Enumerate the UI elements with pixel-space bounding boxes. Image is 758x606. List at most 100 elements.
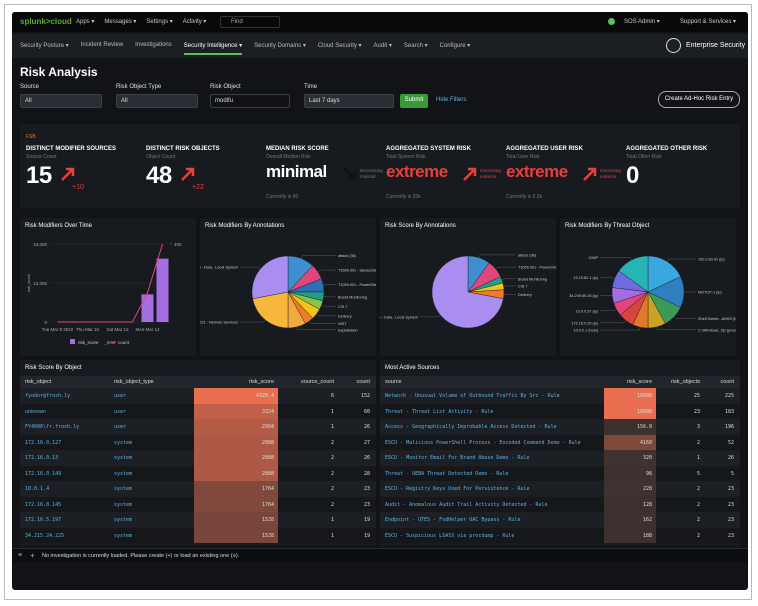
nav-item[interactable]: Cloud Security ▾ <box>317 43 362 49</box>
cell: 1 <box>330 424 334 430</box>
menu-item[interactable]: Activity ▾ <box>182 19 207 25</box>
kpi-subtitle: Total Other Risk <box>626 154 662 160</box>
cell: 196 <box>724 424 734 430</box>
row-link[interactable]: 172.16.0.127 <box>25 439 62 446</box>
cell: 162 <box>642 517 652 523</box>
pie-label: C:\Windows...ftp (process) <box>698 328 736 332</box>
nav-item[interactable]: Audit ▾ <box>373 43 392 49</box>
leader-line <box>495 266 516 270</box>
menu-item[interactable]: Apps ▾ <box>76 19 95 25</box>
row-link[interactable]: FY4006\fr.frosh.ly <box>25 424 80 430</box>
column-header[interactable]: source_count <box>300 379 334 385</box>
kpi-note: Currently is 20k <box>386 194 421 200</box>
find-box[interactable]: Find <box>220 16 280 28</box>
row-link[interactable]: ESCU - Malicious PowerShell Process - En… <box>385 439 581 446</box>
cell: 1764 <box>261 486 274 492</box>
score-cell <box>604 403 656 419</box>
row-link[interactable]: Access - Geographically Improbable Acces… <box>385 424 557 430</box>
kpi-title: AGGREGATED SYSTEM RISK <box>386 146 471 152</box>
filter-label: Time <box>304 84 318 90</box>
cell: 2888 <box>261 470 274 477</box>
row-link[interactable]: Threat - UEBA Threat Detected Demo - Rul… <box>385 470 509 477</box>
row-link[interactable]: 34.215.24.225 <box>25 532 65 539</box>
pie-label: 192.0.83.41 (ip) <box>698 258 725 262</box>
leader-line <box>674 316 696 319</box>
submit-button[interactable]: Submit <box>400 94 428 108</box>
column-header[interactable]: source <box>385 379 402 385</box>
score-cell <box>194 481 278 497</box>
nav-item[interactable]: Search ▾ <box>403 43 428 49</box>
cell: 225 <box>724 393 734 399</box>
cell: 4320.4 <box>255 393 274 399</box>
column-header[interactable]: count <box>356 379 370 385</box>
support-menu[interactable]: Support & Services ▾ <box>680 19 737 25</box>
panel-title: Risk Modifiers By Threat Object <box>565 223 650 229</box>
menu-icon: ≡ <box>18 552 23 559</box>
nav-item[interactable]: Configure ▾ <box>439 43 471 49</box>
column-header[interactable]: risk_object <box>25 379 52 385</box>
arrow-path <box>343 167 357 181</box>
cell: 23 <box>363 501 370 508</box>
row-link[interactable]: ESCU - Monitor Email For Brand Abuse Dem… <box>385 455 530 461</box>
panel-chart: attack (38) T1059.001 - PowerShell Brand M… <box>380 253 556 329</box>
bar <box>156 258 169 322</box>
nav-item[interactable]: Security Intelligence ▾ <box>183 42 243 55</box>
column-header[interactable]: risk_score <box>626 379 652 385</box>
filter-value: All <box>25 98 32 104</box>
cell: 98 <box>645 470 652 477</box>
row-link[interactable]: 10.0.1.4 <box>25 486 50 492</box>
kpi-subtitle: Overall Median Risk <box>266 154 311 160</box>
cell: 26 <box>363 424 370 430</box>
row-link[interactable]: 172.16.0.145 <box>25 501 62 508</box>
row-link[interactable]: 172.16.5.197 <box>25 517 62 523</box>
x-tick-label: Tue Mar 8 2022 <box>42 327 74 332</box>
row-link[interactable]: ESCU - Registry Keys Used For Persistenc… <box>385 486 530 492</box>
hide-filters-link[interactable]: Hide Filters <box>436 97 467 103</box>
nav-item[interactable]: Security Posture ▾ <box>20 43 69 49</box>
row-link[interactable]: 172.16.0.149 <box>25 470 62 477</box>
filter-input[interactable]: modifu <box>210 94 290 108</box>
nav-item[interactable]: Investigations <box>135 42 172 48</box>
pie-label: Brand Monitoring <box>338 295 367 299</box>
filter-input[interactable]: All <box>116 94 198 108</box>
user-menu[interactable]: SOS Admin ▾ <box>624 19 660 25</box>
cell: user <box>114 424 127 430</box>
kpi-delta: +10 <box>72 184 84 191</box>
row-link[interactable]: unknown <box>25 408 47 415</box>
leader-line <box>240 266 261 270</box>
column-header[interactable]: risk_objects <box>670 379 700 385</box>
filter-input[interactable]: All <box>20 94 102 108</box>
filter-input[interactable]: Last 7 days <box>304 94 394 108</box>
count-line <box>57 243 163 323</box>
row-link[interactable]: fyodor@frosh.ly <box>25 393 71 399</box>
leader-line <box>316 313 336 317</box>
menu-item[interactable]: Messages ▾ <box>104 19 137 25</box>
create-button[interactable]: Create Ad-Hoc Risk Entry <box>658 91 740 108</box>
score-cell <box>604 434 656 450</box>
row-link[interactable]: ESCU - Suspicious LSASS via procdump - R… <box>385 532 515 539</box>
row-link[interactable]: 172.16.0.13 <box>25 455 59 461</box>
pie-label: Brand Monitoring <box>518 277 547 281</box>
kpi-title: AGGREGATED USER RISK <box>506 146 583 152</box>
cell: system <box>114 532 133 539</box>
table-header <box>380 376 740 388</box>
pie-label: CIS 7 <box>518 284 528 288</box>
nav-item[interactable]: Security Domains ▾ <box>254 43 306 49</box>
cell: 10680 <box>636 393 652 399</box>
arrow-path <box>181 167 195 181</box>
row-link[interactable]: Audit - Anomalous Audit Trail Activity D… <box>385 501 548 508</box>
row-link[interactable]: Threat - Threat List Activity - Rule <box>385 408 494 415</box>
nav-item[interactable]: Incident Review <box>80 42 124 48</box>
column-header[interactable]: risk_score <box>248 379 274 385</box>
score-cell <box>194 465 278 481</box>
column-header[interactable]: count <box>720 379 734 385</box>
column-header[interactable]: risk_object_type <box>114 379 154 385</box>
pie-label: Exploitation <box>338 328 358 332</box>
row-link[interactable]: Network - Unusual Volume of Outbound Tra… <box>385 393 560 399</box>
row-link[interactable]: Endpoint - UTES - FodHelper UAC Bypass -… <box>385 517 521 523</box>
cell: 4160 <box>639 439 652 446</box>
menu-item[interactable]: Settings ▾ <box>146 19 173 25</box>
cell: 23 <box>727 517 734 523</box>
footer-message: No investigation is currently loaded. Pl… <box>42 553 240 559</box>
score-cell <box>604 512 656 528</box>
